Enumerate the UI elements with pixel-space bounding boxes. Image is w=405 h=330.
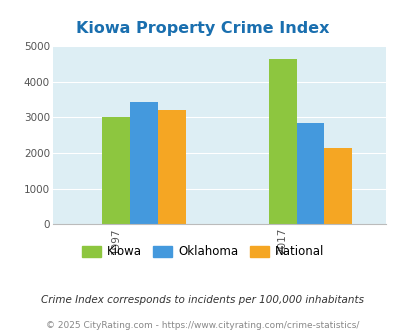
Bar — [268, 59, 296, 224]
Legend: Kiowa, Oklahoma, National: Kiowa, Oklahoma, National — [77, 241, 328, 263]
Bar — [296, 123, 324, 224]
Text: © 2025 CityRating.com - https://www.cityrating.com/crime-statistics/: © 2025 CityRating.com - https://www.city… — [46, 321, 359, 330]
Text: Kiowa Property Crime Index: Kiowa Property Crime Index — [76, 21, 329, 36]
Text: Crime Index corresponds to incidents per 100,000 inhabitants: Crime Index corresponds to incidents per… — [41, 295, 364, 305]
Bar — [158, 110, 185, 224]
Bar — [130, 102, 158, 224]
Bar — [102, 117, 130, 224]
Bar — [324, 148, 351, 224]
